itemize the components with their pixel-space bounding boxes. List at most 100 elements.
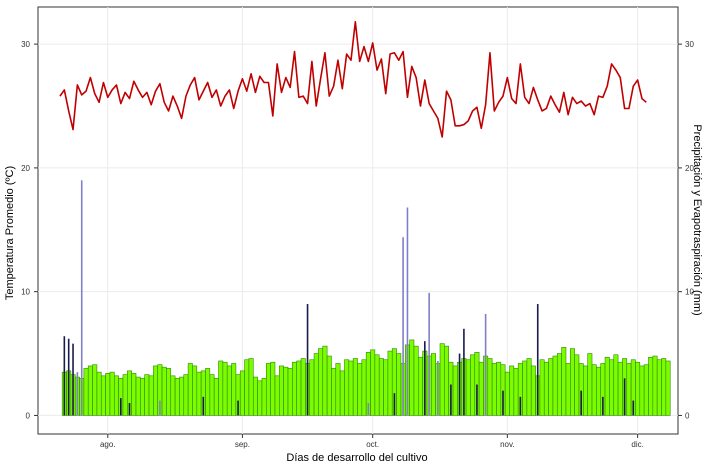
et-bar [509,365,515,416]
precip-bar [202,396,205,416]
et-bar [344,359,350,416]
et-bar [153,365,159,416]
et-bar [183,374,189,416]
et-bar [231,363,237,416]
y-tick-label-left: 30 [21,40,30,49]
y-tick-label-left: 0 [26,411,31,420]
precip-bar [120,398,122,416]
precip-bar [406,207,409,416]
et-bar [431,353,436,416]
et-bar [83,368,89,416]
y-tick-label-right: 30 [685,40,694,49]
y-tick-label-left: 10 [21,288,30,297]
precip-bar [623,378,626,416]
et-bar [357,363,363,416]
y-tick-label-right: 0 [685,411,690,420]
et-bar [396,353,402,416]
x-tick-label: nov. [500,440,515,449]
et-bar [140,377,145,416]
et-bar [261,377,267,416]
et-bar [179,376,185,416]
precip-bar [367,403,370,416]
et-bar [604,356,610,416]
precip-bar [632,400,635,416]
et-bar [105,373,111,416]
et-bar [196,371,202,416]
et-bar [513,368,519,416]
et-bar [283,366,289,416]
et-bar [374,354,380,416]
et-bar [591,364,597,416]
et-bar [318,348,324,416]
et-bar [526,358,532,416]
et-bar [244,359,250,416]
et-bar [352,358,358,416]
et-bar [665,360,671,416]
et-bar [265,363,271,416]
precip-bar [463,328,465,416]
et-bar [226,365,232,416]
precip-bar [450,384,452,416]
precipitation-bars [63,180,635,416]
et-bar [131,373,137,416]
et-bar [309,359,315,416]
et-bar [565,363,571,416]
et-bar [300,358,306,416]
et-bar [326,355,332,416]
precip-bar [502,390,504,416]
et-bar [648,356,654,416]
et-bar [313,353,319,416]
et-bar [218,360,224,416]
et-bar [661,358,667,416]
x-tick-label: ago. [100,440,116,449]
et-bar [530,365,536,416]
et-bar [639,365,645,416]
et-bar [543,361,549,416]
precip-bar [67,338,70,416]
et-bar [222,361,228,416]
et-bar [487,358,493,416]
precip-bar [458,353,461,416]
et-bar [239,370,245,416]
et-bar [570,348,575,416]
et-bar [504,371,510,416]
et-bar [292,361,297,416]
precip-bar [602,396,604,416]
precip-bar [428,292,430,416]
precip-bar [63,336,66,416]
x-tick-label: sep. [235,440,250,449]
precip-bar [72,343,74,416]
et-bar [270,361,276,416]
precip-bar [306,304,309,416]
precip-bar [393,393,396,416]
et-bar [248,358,254,416]
et-bar [174,377,180,416]
precip-bar [424,341,426,416]
et-bar [656,359,662,416]
et-bar [170,375,176,416]
et-bar [552,355,558,416]
et-bar [556,353,562,416]
et-bar [187,363,193,416]
et-bar [548,358,554,416]
et-bar [135,376,141,416]
et-bar [144,374,150,416]
et-bar [370,349,376,416]
temperature-line [59,21,647,138]
x-axis-title: Días de desarrollo del cultivo [286,452,427,464]
et-bar [470,354,476,416]
precip-bar [128,403,131,416]
et-bar [257,380,263,416]
et-bar [561,347,567,416]
et-bar [609,359,615,416]
et-bar [409,339,415,416]
et-bar [583,365,588,416]
et-bar [465,359,471,416]
et-bar [635,361,641,416]
et-bar [444,345,449,416]
et-bar [491,363,497,416]
y-axis-left-title: Temperatura Promedio (ºC) [4,166,16,300]
precip-bar [159,400,161,416]
et-bar [361,359,367,416]
